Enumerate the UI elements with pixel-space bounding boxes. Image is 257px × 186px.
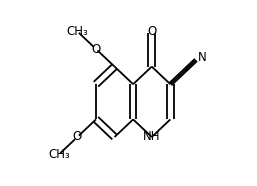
Text: N: N [198,51,207,64]
Text: CH₃: CH₃ [67,25,88,38]
Text: O: O [73,131,82,143]
Text: CH₃: CH₃ [48,148,70,161]
Text: O: O [147,25,156,38]
Text: NH: NH [143,131,160,143]
Text: O: O [91,43,100,55]
